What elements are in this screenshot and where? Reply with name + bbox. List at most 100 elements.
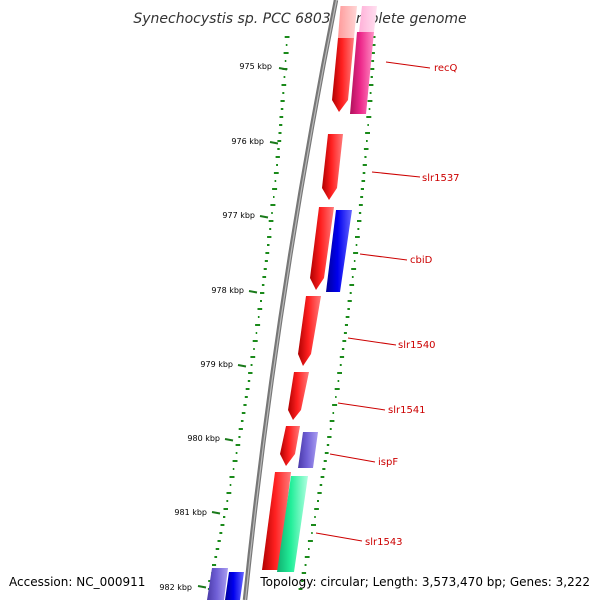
gc-dot	[314, 508, 319, 510]
gc-dot	[269, 228, 272, 230]
gc-dot	[355, 244, 358, 246]
cds-arrow	[350, 32, 374, 114]
gc-dot	[320, 476, 325, 478]
gc-dot	[317, 492, 322, 494]
gc-dot	[327, 436, 332, 438]
gc-dot	[238, 428, 243, 430]
gc-dot	[244, 396, 248, 398]
gc-dot	[238, 436, 241, 438]
gc-dot	[223, 516, 226, 518]
ruler-label: 976 kbp	[231, 137, 264, 146]
gc-dot	[358, 204, 363, 206]
gc-dot	[248, 372, 253, 374]
gc-dot	[301, 572, 307, 574]
gc-dot	[366, 140, 368, 142]
gc-dot	[229, 476, 235, 478]
gc-dot	[250, 356, 256, 358]
gene-label-text: ispF	[378, 457, 398, 468]
gc-dot	[232, 460, 238, 462]
gc-dot	[314, 516, 316, 518]
ruler-label: 975 kbp	[239, 62, 272, 71]
gc-dot	[335, 396, 337, 398]
gc-dot	[279, 124, 283, 126]
cds-arrow	[359, 6, 377, 32]
gc-dot	[332, 412, 335, 414]
gc-dot	[212, 564, 217, 566]
gc-dot	[219, 532, 223, 534]
gc-dot	[229, 484, 232, 486]
gene-label-cbiD: cbiD	[359, 253, 433, 266]
gc-dot	[304, 564, 307, 566]
gc-dot	[317, 500, 319, 502]
gc-dot	[337, 372, 342, 374]
gc-dot	[372, 36, 376, 38]
gc-dot	[311, 532, 313, 534]
gc-dot	[267, 236, 272, 238]
cds-arrow	[326, 210, 352, 292]
map-title: Synechocystis sp. PCC 6803, complete gen…	[133, 11, 466, 27]
gc-dot	[360, 196, 364, 198]
gc-dot	[255, 332, 258, 334]
cds-track-reverse	[277, 6, 377, 572]
ruler-tick-976: 976 kbp	[231, 137, 279, 146]
gc-dot	[235, 452, 238, 454]
gc-dot	[273, 172, 279, 174]
gc-dot	[362, 172, 366, 174]
gc-dot	[368, 108, 371, 110]
gc-dot	[257, 308, 263, 310]
gc-dot	[307, 540, 313, 542]
gc-dot	[339, 356, 345, 358]
gc-dot	[337, 380, 340, 382]
cds-arrow	[262, 472, 291, 570]
gc-dot	[268, 220, 274, 222]
gc-dot	[257, 316, 260, 318]
gc-dot	[351, 268, 357, 270]
gc-dot	[240, 420, 244, 422]
ruler-tick-977: 977 kbp	[222, 211, 269, 220]
gc-dot	[357, 220, 362, 222]
ruler-label: 981 kbp	[174, 508, 207, 517]
cds-arrow	[338, 6, 357, 38]
ruler-label: 982 kbp	[159, 583, 192, 592]
gc-dot	[367, 100, 373, 102]
gc-dot	[217, 540, 221, 542]
cds-arrow	[332, 38, 354, 112]
gc-dot	[285, 44, 288, 46]
gc-dot	[339, 364, 342, 366]
gc-dot	[347, 308, 350, 310]
gc-dot	[267, 244, 270, 246]
gc-dot	[334, 388, 340, 390]
gc-dot	[342, 340, 347, 342]
gc-dot	[243, 404, 247, 406]
gc-dot	[371, 52, 375, 54]
gc-dot	[226, 492, 232, 494]
gc-dot	[260, 300, 262, 302]
gc-dot	[332, 404, 338, 406]
gene-label-ispF: ispF	[329, 453, 398, 468]
gene-label-text: slr1543	[365, 537, 403, 548]
gc-dot	[273, 196, 275, 198]
gc-dot	[262, 276, 267, 278]
gc-dot	[283, 52, 289, 54]
gc-dot	[349, 284, 355, 286]
gc-dot	[362, 164, 367, 166]
cds-arrow	[322, 134, 343, 200]
gene-labels: recQ slr1537 cbiD slr1540 slr1541 ispF s…	[315, 61, 460, 548]
gc-dot	[275, 156, 280, 158]
gc-dot	[271, 212, 273, 214]
gene-label-text: slr1537	[422, 173, 460, 184]
gc-dot	[311, 524, 316, 526]
gene-label-recQ: recQ	[385, 61, 458, 74]
ruler-tick-980: 980 kbp	[187, 434, 234, 443]
gc-dot	[363, 148, 369, 150]
gc-dot	[322, 468, 326, 470]
ruler-tick-978: 978 kbp	[211, 286, 258, 295]
genome-summary-text: Topology: circular; Length: 3,573,470 bp…	[260, 575, 590, 589]
gc-dot	[368, 84, 374, 86]
gc-dot	[279, 116, 284, 118]
gc-dot	[263, 268, 267, 270]
gc-dot	[252, 340, 258, 342]
gc-dot	[223, 508, 228, 510]
gc-dot	[361, 180, 366, 182]
gc-dot	[232, 468, 235, 470]
